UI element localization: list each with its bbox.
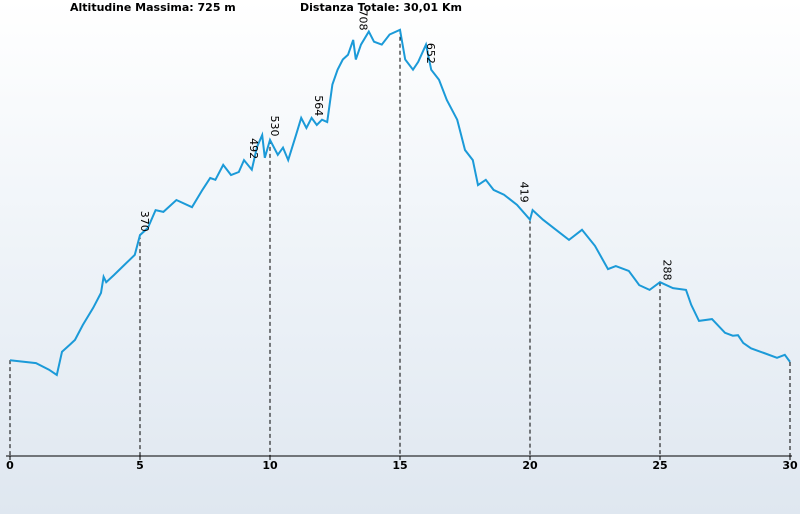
x-tick-label: 0 <box>6 459 14 472</box>
altitude-label: 564 <box>312 95 325 116</box>
altitude-label: 652 <box>424 43 437 64</box>
x-tick-label: 10 <box>262 459 278 472</box>
altitude-label: 370 <box>138 211 151 232</box>
altitude-label: 419 <box>518 182 531 203</box>
x-tick-label: 30 <box>782 459 798 472</box>
altitude-label: 530 <box>268 115 281 136</box>
total-distance: Distanza Totale: 30,01 Km <box>300 1 462 14</box>
altitude-label: 492 <box>247 138 260 159</box>
x-tick-label: 20 <box>522 459 538 472</box>
x-tick-label: 15 <box>392 459 407 472</box>
altitude-label: 708 <box>356 10 369 31</box>
x-tick-label: 25 <box>652 459 667 472</box>
max-altitude: Altitudine Massima: 725 m <box>70 1 236 14</box>
x-tick-label: 5 <box>136 459 144 472</box>
altitude-label: 288 <box>661 260 674 281</box>
elevation-line <box>9 28 791 377</box>
